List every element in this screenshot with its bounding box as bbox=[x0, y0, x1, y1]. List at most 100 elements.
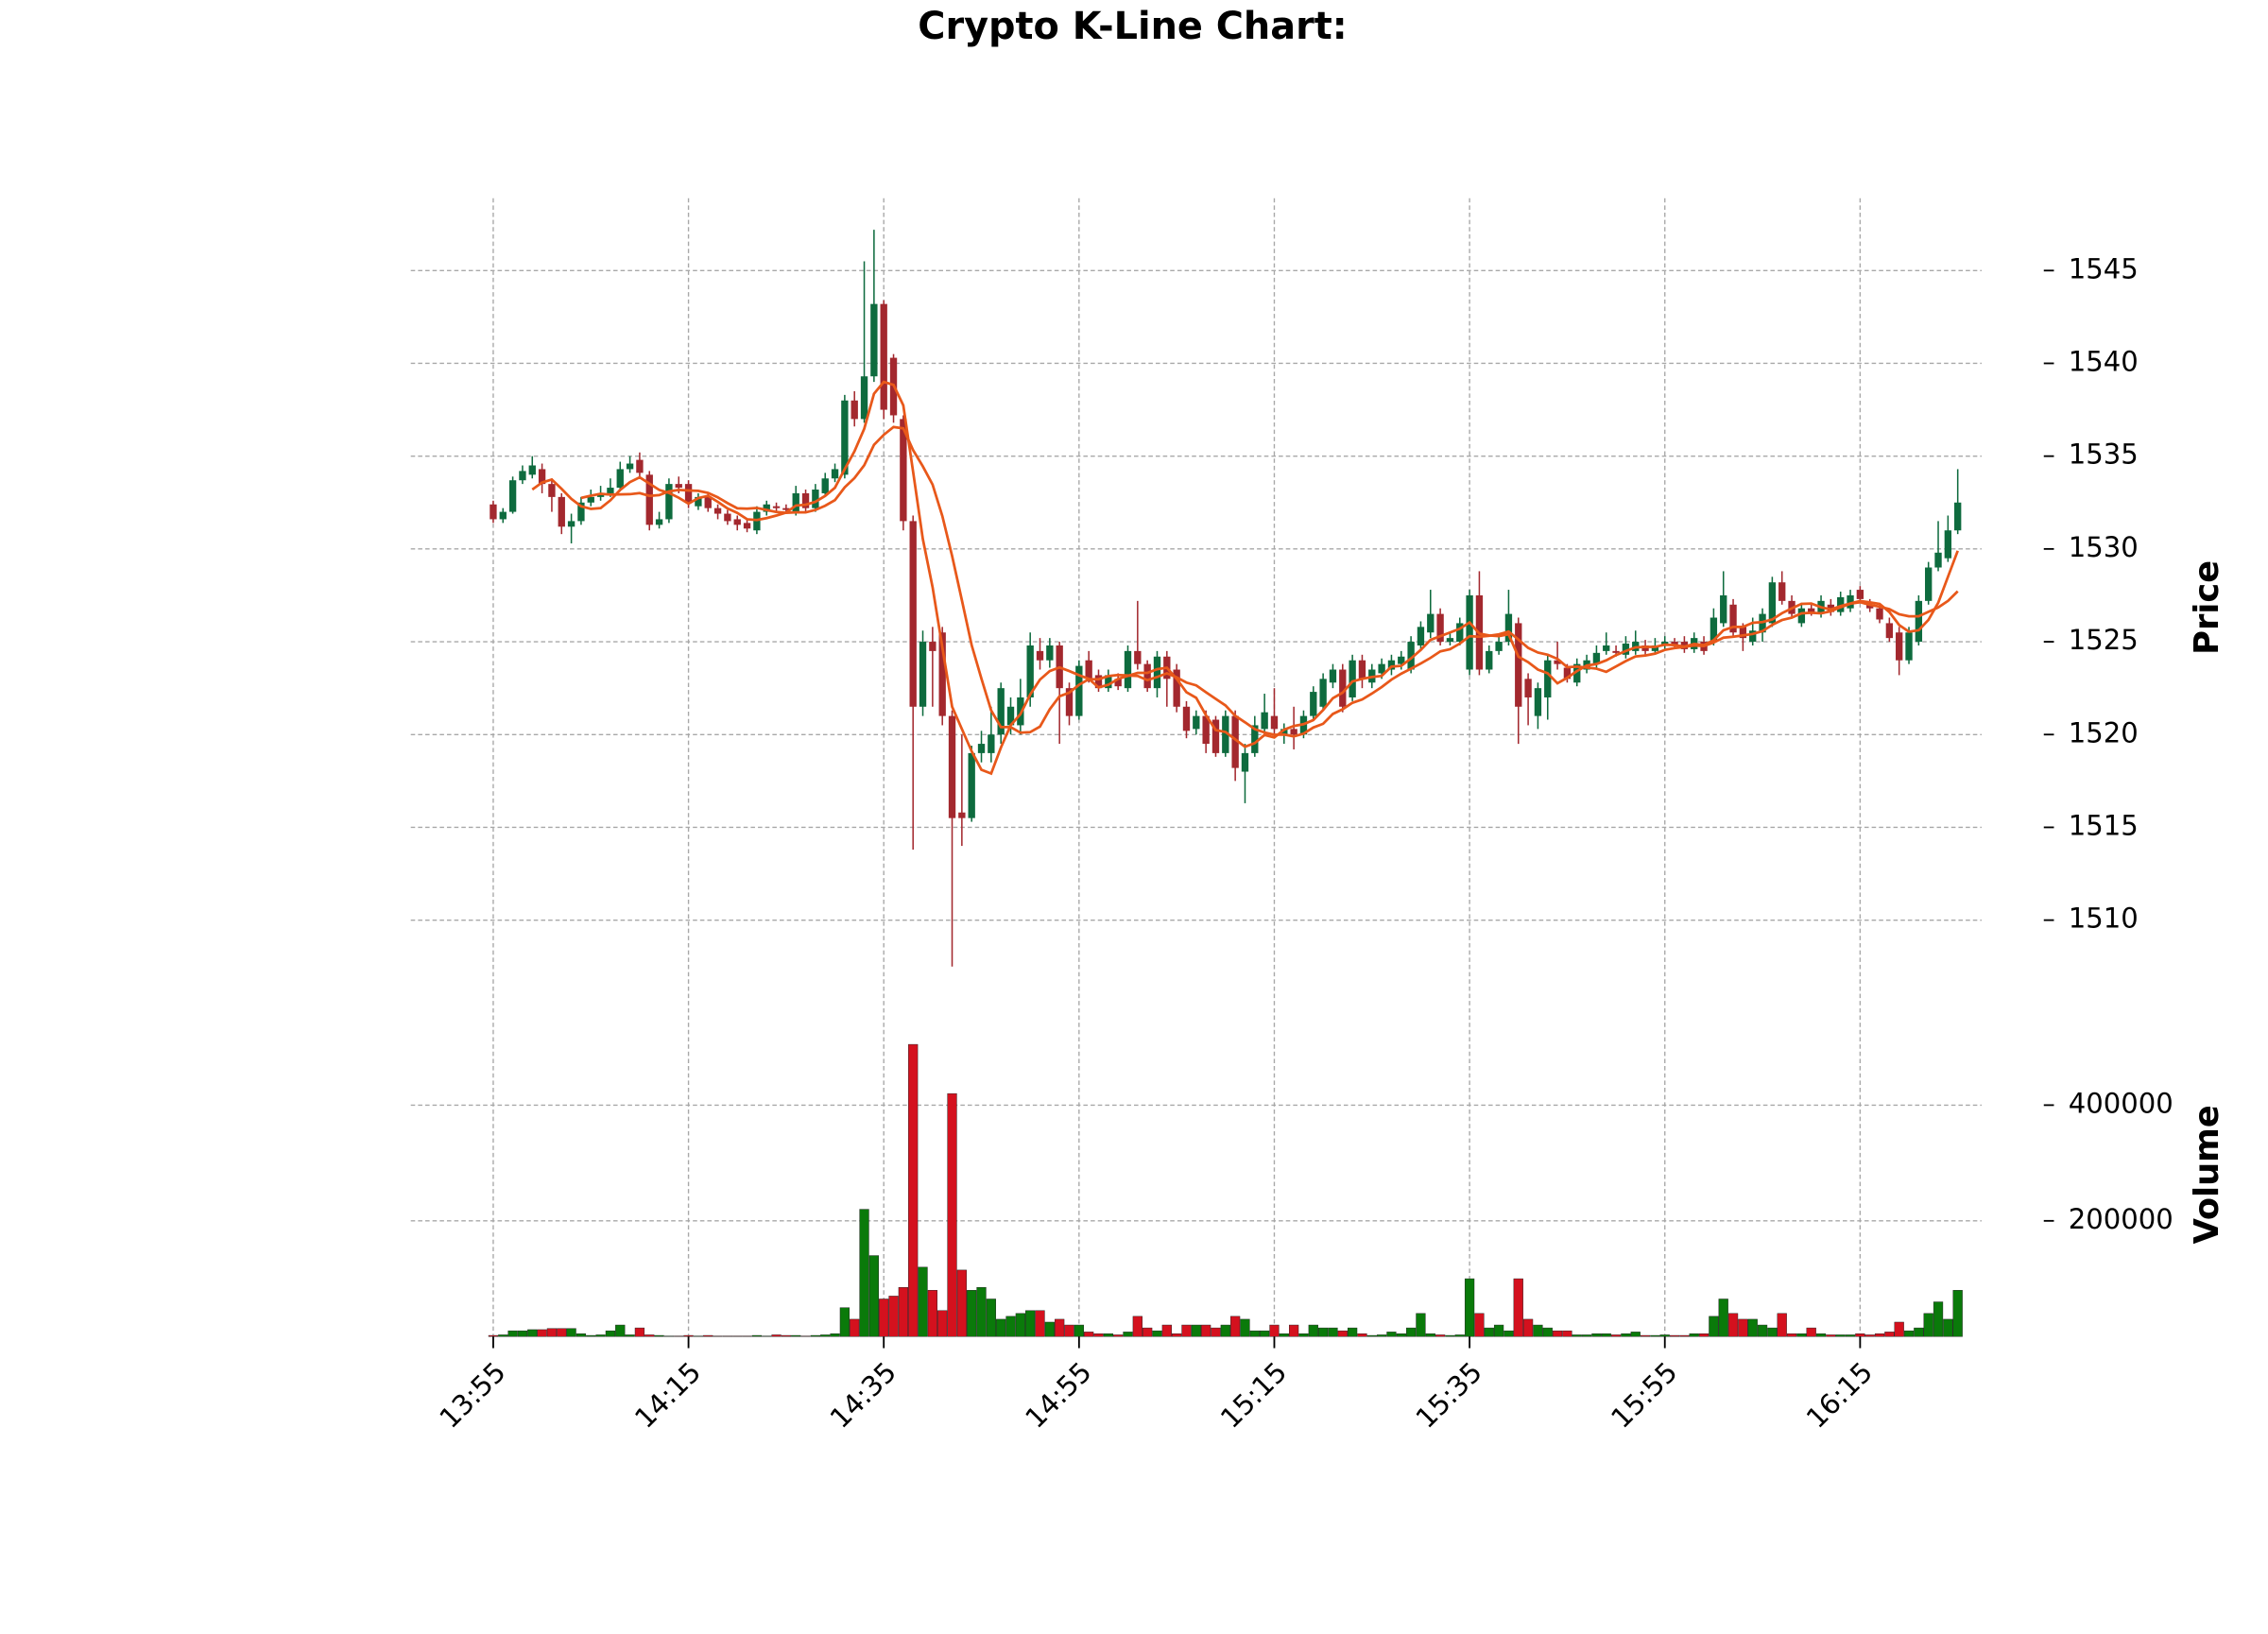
volume-bar bbox=[1698, 1333, 1710, 1337]
candle-body bbox=[1124, 650, 1132, 689]
candle-body bbox=[1231, 715, 1239, 768]
volume-bar bbox=[1718, 1299, 1728, 1337]
x-tick-label: 13:55 bbox=[433, 1356, 511, 1435]
candle-body bbox=[1378, 663, 1385, 674]
volume-bar bbox=[859, 1209, 869, 1337]
candle-body bbox=[1524, 679, 1532, 697]
candle-body bbox=[1105, 675, 1112, 689]
x-tick-label: 15:55 bbox=[1605, 1356, 1683, 1435]
candle-body bbox=[1193, 715, 1200, 730]
candle-body bbox=[929, 642, 936, 651]
candle-body bbox=[1885, 623, 1894, 639]
candle-body bbox=[1280, 729, 1288, 735]
candle-body bbox=[821, 478, 829, 493]
volume-bar bbox=[751, 1334, 763, 1337]
volume-bar bbox=[1650, 1334, 1660, 1337]
volume-bar bbox=[1943, 1318, 1953, 1337]
volume-bar bbox=[1308, 1324, 1318, 1337]
candle-body bbox=[1515, 623, 1522, 707]
volume-bar bbox=[546, 1328, 558, 1337]
volume-bar bbox=[615, 1324, 626, 1337]
volume-bar bbox=[1230, 1316, 1241, 1337]
candle-body bbox=[1310, 692, 1317, 716]
volume-bar bbox=[507, 1330, 518, 1337]
volume-bar bbox=[674, 1335, 684, 1337]
moving-average bbox=[531, 380, 1959, 776]
volume-bar bbox=[1727, 1313, 1739, 1337]
volume-bar bbox=[566, 1328, 576, 1337]
volume-bar bbox=[800, 1335, 811, 1337]
candle-body bbox=[1915, 600, 1923, 643]
candle-body bbox=[1495, 642, 1503, 651]
volume-bar bbox=[1923, 1313, 1933, 1337]
volume-bar bbox=[810, 1334, 821, 1337]
candle-body bbox=[1554, 660, 1561, 664]
candle-body bbox=[977, 744, 986, 753]
volume-bar bbox=[1044, 1321, 1055, 1337]
candle-body bbox=[519, 471, 526, 481]
candle-body bbox=[1778, 582, 1786, 601]
candle-body bbox=[1006, 706, 1015, 726]
candle-body bbox=[1329, 669, 1337, 683]
candle-body bbox=[997, 688, 1005, 735]
volume-bar bbox=[1269, 1324, 1280, 1337]
volume-bar bbox=[1357, 1333, 1367, 1337]
volume-bar bbox=[1103, 1333, 1113, 1337]
volume-bar bbox=[703, 1334, 713, 1337]
candle-body bbox=[1876, 608, 1883, 620]
volume-bar bbox=[839, 1307, 850, 1337]
candle-body bbox=[1671, 642, 1678, 645]
candle-body bbox=[1387, 660, 1396, 670]
x-tick-label: 15:35 bbox=[1410, 1356, 1488, 1435]
volume-bar bbox=[693, 1335, 704, 1337]
volume-bar bbox=[1347, 1327, 1358, 1337]
volume-bar bbox=[937, 1310, 948, 1337]
volume-bar bbox=[742, 1335, 752, 1337]
volume-bar bbox=[1572, 1334, 1582, 1337]
candle-body bbox=[782, 507, 790, 510]
volume-bar bbox=[1894, 1321, 1904, 1337]
volume-bar bbox=[1376, 1334, 1387, 1337]
candle-body bbox=[704, 496, 712, 508]
candle-body bbox=[938, 632, 946, 716]
volume-bar bbox=[1796, 1333, 1807, 1337]
candle-body bbox=[1065, 688, 1074, 716]
candle-body bbox=[1905, 632, 1913, 661]
volume-bar bbox=[1454, 1334, 1465, 1337]
y-tick-label: 1525 bbox=[2069, 624, 2139, 656]
volume-bar bbox=[1298, 1333, 1309, 1337]
volume-bar bbox=[879, 1299, 889, 1337]
volume-bar bbox=[1659, 1334, 1670, 1337]
volume-bar bbox=[1074, 1324, 1084, 1337]
volume-bar bbox=[1435, 1334, 1446, 1337]
candle-body bbox=[763, 504, 770, 512]
volume-bar bbox=[1806, 1327, 1816, 1337]
volume-bar bbox=[1493, 1324, 1504, 1337]
volume-bar bbox=[1679, 1334, 1690, 1337]
candle-body bbox=[1398, 656, 1405, 664]
candle-body bbox=[684, 484, 693, 503]
candle-body bbox=[1036, 650, 1044, 661]
volume-bar bbox=[1689, 1333, 1699, 1337]
candle-body bbox=[508, 480, 517, 512]
candle-body bbox=[1075, 665, 1083, 716]
y-tick-label: 1540 bbox=[2069, 345, 2139, 377]
volume-bar bbox=[1113, 1334, 1124, 1337]
candle-body bbox=[1486, 650, 1493, 670]
candle-body bbox=[1134, 650, 1142, 664]
volume-bar bbox=[1562, 1330, 1572, 1337]
volume-bar bbox=[1152, 1330, 1162, 1337]
volume-bar bbox=[1767, 1327, 1778, 1337]
volume-bar bbox=[850, 1318, 860, 1337]
volume-bar bbox=[1533, 1324, 1543, 1337]
candle-body bbox=[724, 513, 731, 522]
volume-bar bbox=[1777, 1313, 1787, 1337]
volume-bar bbox=[1513, 1278, 1523, 1337]
volume-bar bbox=[927, 1290, 937, 1337]
volume-bar bbox=[1474, 1313, 1485, 1337]
volume-bar bbox=[1503, 1330, 1514, 1337]
candle-body bbox=[616, 469, 624, 489]
candle-body bbox=[558, 496, 565, 527]
volume-bar bbox=[1933, 1301, 1944, 1337]
volume-axis-label: Volume bbox=[2188, 1105, 2226, 1244]
